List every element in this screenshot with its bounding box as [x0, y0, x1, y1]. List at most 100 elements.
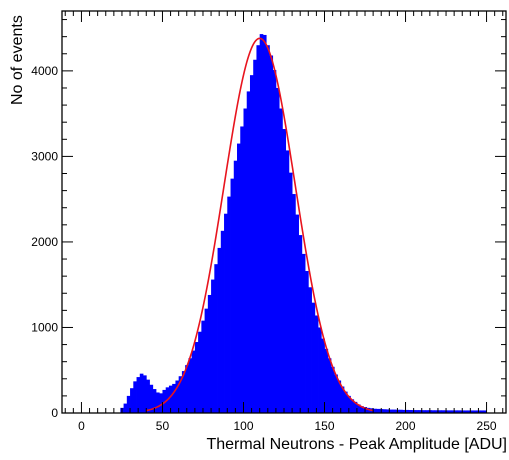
histogram-bar	[201, 320, 205, 413]
x-tick-label: 250	[477, 419, 497, 433]
histogram-bar	[450, 410, 455, 413]
histogram-bar	[350, 399, 355, 413]
histogram-bar	[149, 384, 154, 413]
histogram-bar	[266, 45, 270, 414]
histogram-bar	[321, 338, 325, 413]
histogram-bar	[194, 342, 199, 413]
histogram-bar	[162, 389, 167, 413]
histogram-bar	[172, 383, 176, 413]
histogram-bar	[301, 253, 306, 413]
histogram-bar	[233, 160, 238, 413]
histogram-bar	[133, 381, 137, 413]
histogram-bar	[253, 59, 257, 413]
histogram-bar	[434, 410, 439, 413]
histogram-bar	[382, 409, 387, 413]
histogram-bar	[298, 235, 303, 413]
tick-labels: 0 50 100 150 200 250 0 1000 2000 3000 4000	[31, 64, 497, 433]
histogram-bar	[282, 129, 287, 413]
y-tick-label: 0	[51, 406, 58, 420]
y-tick-label: 1000	[31, 320, 58, 334]
histogram-bar	[366, 407, 371, 413]
gaussian-fit-layer	[146, 37, 374, 412]
histogram-bar	[227, 196, 231, 413]
histogram-bar	[259, 34, 264, 414]
histogram-bar	[191, 350, 196, 413]
histogram-bar	[431, 410, 436, 413]
histogram-bar	[292, 194, 296, 413]
x-tick-label: 0	[78, 419, 85, 433]
histogram-bar	[334, 374, 338, 413]
histogram-bar	[454, 410, 458, 413]
histogram-bar	[204, 308, 209, 413]
histogram-bar	[311, 302, 316, 413]
histogram-bar	[415, 410, 419, 413]
histogram-bar	[347, 395, 351, 413]
histogram-bar	[337, 380, 342, 413]
histogram-bar	[143, 375, 147, 413]
histogram-bar	[308, 287, 312, 413]
histogram-bar	[405, 409, 410, 413]
histogram-bar	[327, 358, 332, 413]
histogram-bar	[269, 55, 274, 413]
histogram-bar	[185, 365, 189, 413]
histogram-bar	[181, 371, 186, 413]
histogram-bar	[408, 410, 413, 413]
histogram-bar	[214, 264, 218, 413]
histogram-bar	[360, 406, 364, 413]
histogram-bar	[262, 34, 267, 413]
histogram-bar	[288, 172, 293, 413]
histogram-bar	[392, 409, 397, 413]
histogram-bar	[146, 379, 150, 413]
histogram-bar	[152, 389, 157, 413]
histogram-bar	[389, 409, 393, 413]
fit-curve	[146, 37, 374, 412]
histogram-bar	[249, 75, 254, 414]
histogram-bar	[272, 70, 277, 414]
histogram-bar	[130, 388, 134, 413]
histogram-bar	[340, 386, 345, 413]
histogram-bar	[473, 410, 478, 413]
histogram-bar	[457, 410, 462, 413]
histogram-bar	[139, 373, 144, 413]
histogram-bar	[220, 230, 225, 413]
histogram-bar	[246, 91, 251, 414]
histogram-bar	[386, 409, 390, 413]
histogram-bar	[424, 410, 429, 413]
histogram-bar	[305, 271, 309, 413]
y-tick-label: 2000	[31, 235, 58, 249]
histogram-bar	[467, 410, 471, 413]
histogram-bar	[178, 376, 183, 413]
histogram-bar	[483, 410, 487, 413]
histogram-bar	[279, 108, 283, 413]
histogram-bar	[399, 409, 403, 413]
histogram-bar	[188, 358, 193, 413]
histogram-bar	[330, 366, 335, 413]
x-tick-label: 200	[396, 419, 416, 433]
histogram-bar	[421, 410, 426, 413]
histogram-bar	[356, 404, 361, 413]
histogram-bar	[207, 294, 212, 413]
histogram-bar	[126, 395, 131, 413]
histogram-bar	[373, 408, 377, 413]
histogram-bar	[230, 178, 235, 413]
histogram-bar	[418, 410, 423, 413]
histogram-bar	[470, 410, 474, 413]
x-axis-title: Thermal Neutrons - Peak Amplitude [ADU]	[206, 436, 507, 453]
histogram-bar	[123, 403, 128, 413]
histogram-bar	[211, 279, 215, 413]
x-tick-label: 150	[314, 419, 334, 433]
histogram-bar	[402, 409, 406, 413]
histogram-bar	[447, 410, 452, 413]
histogram-bars	[120, 34, 487, 414]
histogram-bar	[376, 408, 380, 413]
histogram-bar	[243, 108, 248, 413]
histogram-bar	[159, 393, 163, 413]
histogram-bar	[217, 247, 222, 413]
histogram-bar	[136, 377, 141, 413]
histogram-bar	[285, 150, 290, 414]
histogram-bar	[480, 410, 484, 413]
y-tick-label: 3000	[31, 149, 58, 163]
histogram-bar	[463, 410, 468, 413]
